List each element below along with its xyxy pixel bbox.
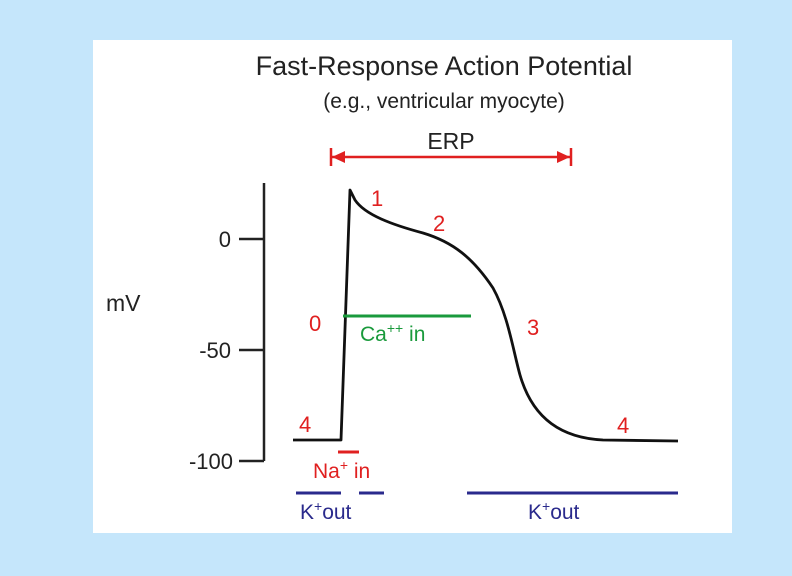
phase-label-4-left: 4 bbox=[299, 412, 311, 437]
figure-panel: Fast-Response Action Potential (e.g., ve… bbox=[93, 40, 732, 533]
erp-left-arrowhead bbox=[332, 151, 345, 163]
phase-label-3: 3 bbox=[527, 315, 539, 340]
y-tick-label-minus-100: -100 bbox=[189, 449, 233, 474]
k-ion-left: K bbox=[300, 501, 314, 524]
y-axis-ticks bbox=[239, 237, 264, 463]
action-potential-curve bbox=[293, 188, 679, 443]
y-tick-label-minus-50: -50 bbox=[199, 338, 231, 363]
na-ion: Na bbox=[313, 460, 340, 483]
k-direction-right: out bbox=[550, 501, 579, 524]
na-charge: + bbox=[340, 457, 348, 473]
phase-label-0: 0 bbox=[309, 311, 321, 336]
phase-label-2: 2 bbox=[433, 211, 445, 236]
k-current-label-left: K+out bbox=[300, 498, 352, 524]
y-tick-label-0: 0 bbox=[219, 227, 231, 252]
ca-current-label: Ca++ in bbox=[360, 320, 425, 346]
k-charge-left: + bbox=[314, 498, 322, 514]
na-direction: in bbox=[348, 460, 370, 483]
k-current-label-right: K+out bbox=[528, 498, 580, 524]
y-axis-label: mV bbox=[106, 290, 141, 316]
k-charge-right: + bbox=[542, 498, 550, 514]
diagram-subtitle: (e.g., ventricular myocyte) bbox=[323, 90, 565, 113]
phase-label-4-right: 4 bbox=[617, 413, 629, 438]
erp-right-arrowhead bbox=[557, 151, 570, 163]
ca-ion: Ca bbox=[360, 323, 387, 346]
erp-arrow bbox=[329, 148, 573, 166]
ca-direction: in bbox=[403, 323, 425, 346]
diagram-title: Fast-Response Action Potential bbox=[256, 51, 633, 81]
action-potential-diagram: Fast-Response Action Potential (e.g., ve… bbox=[106, 51, 679, 524]
ca-charge: ++ bbox=[387, 320, 403, 336]
k-direction-left: out bbox=[322, 501, 351, 524]
k-ion-right: K bbox=[528, 501, 542, 524]
erp-label: ERP bbox=[427, 128, 474, 154]
phase-label-1: 1 bbox=[371, 186, 383, 211]
na-current-label: Na+ in bbox=[313, 457, 370, 483]
